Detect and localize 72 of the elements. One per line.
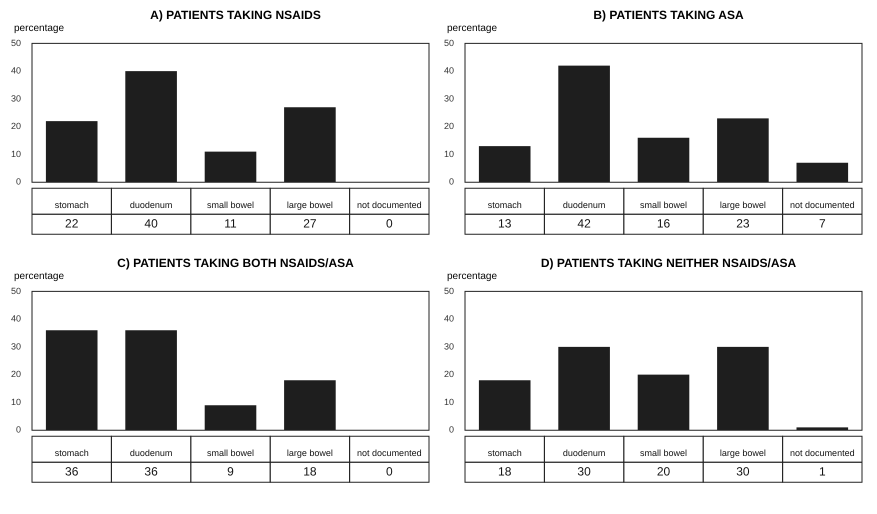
x-tick-label: small bowel bbox=[640, 200, 688, 210]
y-tick-label: 40 bbox=[10, 66, 22, 76]
x-tick-label: large bowel bbox=[286, 448, 333, 458]
data-label: 7 bbox=[818, 216, 826, 231]
x-tick-label: stomach bbox=[488, 448, 522, 458]
x-tick-label: small bowel bbox=[206, 448, 254, 458]
y-axis-title: percentage bbox=[13, 271, 66, 283]
chart-title: A) PATIENTS TAKING NSAIDS bbox=[149, 8, 322, 23]
y-tick-label: 50 bbox=[444, 38, 454, 48]
x-tick-label: not documented bbox=[357, 200, 422, 210]
y-tick-label: 30 bbox=[444, 341, 454, 352]
y-tick-label: 50 bbox=[10, 286, 22, 296]
x-tick-label: duodenum bbox=[130, 448, 172, 458]
chart-title: D) PATIENTS TAKING NEITHER NSAIDS/ASA bbox=[540, 256, 798, 271]
data-label: 11 bbox=[224, 216, 238, 231]
data-label: 20 bbox=[656, 464, 670, 479]
y-tick-label: 20 bbox=[10, 121, 22, 132]
y-tick-label: 40 bbox=[444, 66, 454, 76]
x-tick-label: large bowel bbox=[720, 200, 766, 210]
y-tick-label: 10 bbox=[444, 148, 454, 159]
x-tick-label: large bowel bbox=[720, 448, 766, 458]
data-label: 1 bbox=[818, 464, 826, 479]
y-tick-label: 10 bbox=[444, 396, 454, 407]
x-tick-label: duodenum bbox=[562, 448, 606, 458]
data-label: 27 bbox=[303, 216, 317, 231]
y-tick-label: 0 bbox=[16, 424, 22, 435]
y-tick-label: 40 bbox=[444, 314, 454, 324]
data-label: 30 bbox=[577, 464, 592, 479]
data-label: 16 bbox=[656, 216, 670, 231]
data-label: 0 bbox=[386, 216, 393, 231]
y-tick-label: 0 bbox=[448, 424, 454, 435]
y-tick-label: 0 bbox=[448, 176, 454, 187]
x-tick-label: large bowel bbox=[286, 200, 333, 210]
y-axis-title: percentage bbox=[446, 23, 498, 35]
y-tick-label: 30 bbox=[10, 93, 22, 104]
y-tick-label: 40 bbox=[10, 314, 22, 324]
y-tick-label: 20 bbox=[444, 369, 454, 380]
data-label: 30 bbox=[736, 464, 750, 479]
data-label: 36 bbox=[65, 464, 79, 479]
y-tick-label: 50 bbox=[10, 38, 22, 48]
y-tick-label: 50 bbox=[444, 286, 454, 296]
data-label: 18 bbox=[303, 464, 317, 479]
y-tick-label: 0 bbox=[16, 176, 22, 187]
data-label: 22 bbox=[65, 216, 79, 231]
x-tick-label: duodenum bbox=[130, 200, 172, 210]
y-axis-title: percentage bbox=[13, 23, 66, 35]
data-label: 42 bbox=[577, 216, 592, 231]
y-tick-label: 20 bbox=[444, 121, 454, 132]
data-label: 0 bbox=[386, 464, 393, 479]
x-tick-label: stomach bbox=[54, 200, 89, 210]
y-tick-label: 10 bbox=[10, 148, 22, 159]
y-axis-title: percentage bbox=[446, 271, 498, 283]
x-tick-label: not documented bbox=[790, 200, 855, 210]
y-tick-label: 30 bbox=[444, 93, 454, 104]
x-tick-label: not documented bbox=[790, 448, 855, 458]
data-label: 18 bbox=[498, 464, 512, 479]
data-label: 23 bbox=[736, 216, 750, 231]
x-tick-label: not documented bbox=[357, 448, 422, 458]
data-label: 9 bbox=[227, 464, 234, 479]
data-label: 40 bbox=[144, 216, 158, 231]
x-tick-label: stomach bbox=[488, 200, 522, 210]
x-tick-label: small bowel bbox=[206, 200, 254, 210]
data-label: 13 bbox=[498, 216, 512, 231]
data-label: 36 bbox=[144, 464, 158, 479]
y-tick-label: 30 bbox=[10, 341, 22, 352]
x-tick-label: duodenum bbox=[562, 200, 606, 210]
x-tick-label: small bowel bbox=[640, 448, 688, 458]
chart-title: B) PATIENTS TAKING ASA bbox=[592, 8, 745, 23]
y-tick-label: 10 bbox=[10, 396, 22, 407]
x-tick-label: stomach bbox=[54, 448, 89, 458]
y-tick-label: 20 bbox=[10, 369, 22, 380]
chart-title: C) PATIENTS TAKING BOTH NSAIDS/ASA bbox=[116, 256, 355, 271]
